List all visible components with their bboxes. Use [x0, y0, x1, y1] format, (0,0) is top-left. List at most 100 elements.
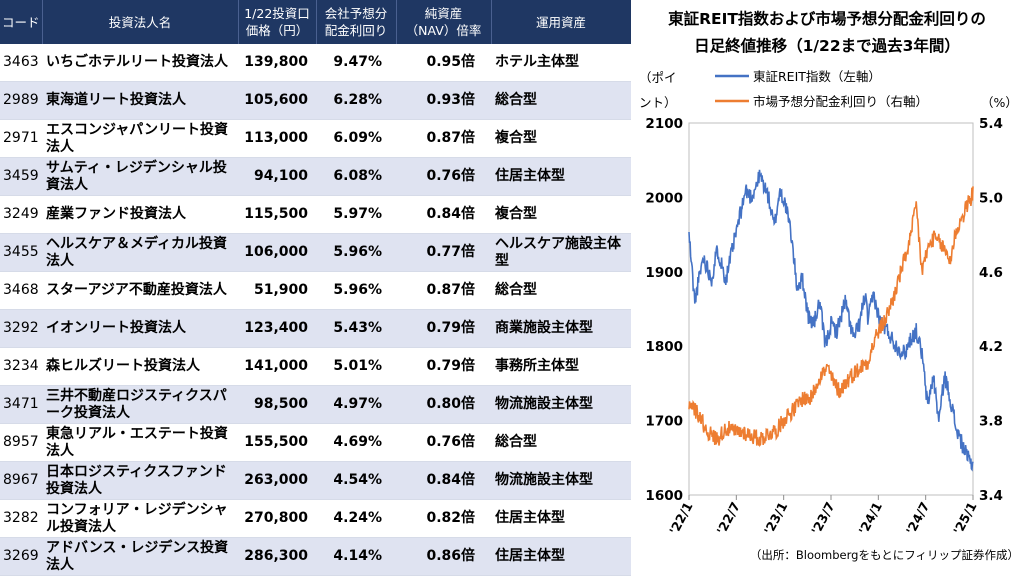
cell-name: 東海道リート投資法人: [42, 81, 238, 120]
cell-yield: 4.14%: [316, 537, 396, 576]
header-line-1: 純資産: [424, 6, 463, 21]
table-row: 8957 東急リアル・エステート投資法人 155,500 4.69% 0.76倍 総合型: [0, 423, 631, 462]
cell-nav: 0.82倍: [396, 499, 491, 538]
column-header-5: 運用資産: [491, 0, 632, 44]
x-tick-label: '25/1: [950, 499, 979, 537]
x-tick-label: '23/7: [808, 499, 837, 537]
column-header-2: 1/22投資口 価格（円）: [238, 0, 317, 44]
cell-nav: 0.95倍: [396, 44, 491, 82]
cell-nav: 0.84倍: [396, 461, 491, 500]
chart-title-line: 日足終値推移（1/22まで過去3年間）: [694, 36, 960, 55]
cell-name: 東急リアル・エステート投資法人: [42, 423, 238, 462]
cell-price: 123,400: [238, 309, 316, 348]
cell-name: イオンリート投資法人: [42, 309, 238, 348]
cell-name: 森ヒルズリート投資法人: [42, 347, 238, 386]
cell-price: 113,000: [238, 119, 316, 158]
cell-price: 141,000: [238, 347, 316, 386]
cell-code: 2989: [0, 81, 42, 120]
cell-yield: 5.01%: [316, 347, 396, 386]
cell-price: 286,300: [238, 537, 316, 576]
cell-nav: 0.80倍: [396, 385, 491, 424]
cell-nav: 0.93倍: [396, 81, 491, 120]
cell-nav: 0.76倍: [396, 157, 491, 196]
series-line-reit-index: [688, 169, 974, 472]
cell-price: 51,900: [238, 271, 316, 310]
cell-yield: 5.96%: [316, 233, 396, 272]
cell-nav: 0.79倍: [396, 309, 491, 348]
cell-yield: 4.97%: [316, 385, 396, 424]
table-row: 3463 いちごホテルリート投資法人 139,800 9.47% 0.95倍 ホテル主体型: [0, 44, 631, 82]
y-right-tick-label: 4.6: [979, 265, 1003, 281]
table-row: 2989 東海道リート投資法人 105,600 6.28% 0.93倍 総合型: [0, 81, 631, 120]
cell-yield: 4.24%: [316, 499, 396, 538]
cell-name: アドバンス・レジデンス投資法人: [42, 537, 238, 576]
y-left-tick-label: 1800: [645, 339, 683, 355]
y-right-label: （%）: [981, 95, 1018, 110]
cell-price: 106,000: [238, 233, 316, 272]
legend-label: 市場予想分配金利回り（右軸）: [753, 94, 928, 109]
cell-name: 三井不動産ロジスティクスパーク投資法人: [42, 385, 238, 424]
series-line-dividend-yield: [688, 186, 974, 448]
header-line-2: （NAV）倍率: [405, 23, 482, 38]
cell-code: 3234: [0, 347, 42, 386]
cell-asset: 複合型: [491, 119, 631, 158]
cell-price: 94,100: [238, 157, 316, 196]
table-row: 3282 コンフォリア・レジデンシャル投資法人 270,800 4.24% 0.82倍住…: [0, 499, 631, 538]
cell-price: 105,600: [238, 81, 316, 120]
cell-asset: 物流施設主体型: [491, 461, 631, 500]
x-tick-label: '23/1: [761, 499, 790, 537]
cell-yield: 9.47%: [316, 44, 396, 82]
header-line-1: 運用資産: [535, 14, 586, 30]
cell-name: サムティ・レジデンシャル投資法人: [42, 157, 238, 196]
header-line-1: 投資法人名: [108, 14, 172, 30]
cell-code: 3292: [0, 309, 42, 348]
column-header-0: コード: [0, 0, 43, 44]
table-row: 3471 三井不動産ロジスティクスパーク投資法人 98,500 4.97% 0.80倍物…: [0, 385, 631, 424]
y-right-tick-label: 3.8: [979, 414, 1003, 430]
x-tick-label: '22/7: [714, 499, 743, 537]
cell-code: 3249: [0, 195, 42, 234]
cell-asset: ホテル主体型: [491, 44, 631, 82]
cell-name: いちごホテルリート投資法人: [42, 44, 238, 82]
cell-code: 3471: [0, 385, 42, 424]
y-left-tick-label: 2000: [645, 190, 683, 206]
cell-asset: 総合型: [491, 81, 631, 120]
y-left-tick-label: 1700: [645, 414, 683, 430]
cell-code: 3269: [0, 537, 42, 576]
cell-code: 3468: [0, 271, 42, 310]
table-header-row: コード 投資法人名 1/22投資口 価格（円） 会社予想分 配金利回り 純資産 （NAV）倍率…: [0, 0, 632, 44]
source-note: （出所：Bloombergをもとにフィリップ証券作成）: [750, 548, 1019, 562]
chart-panel: 東証REIT指数および市場予想分配金利回りの 日足終値推移（1/22まで過去3年間…: [631, 0, 1024, 566]
cell-name: ヘルスケア＆メディカル投資法人: [42, 233, 238, 272]
x-tick-label: '22/1: [666, 499, 695, 537]
table-body: 3463 いちごホテルリート投資法人 139,800 9.47% 0.95倍 ホテル主体型…: [0, 44, 631, 576]
cell-nav: 0.87倍: [396, 119, 491, 158]
cell-name: スターアジア不動産投資法人: [42, 271, 238, 310]
cell-nav: 0.86倍: [396, 537, 491, 576]
x-tick-label: '24/1: [856, 499, 885, 537]
cell-asset: 住居主体型: [491, 499, 631, 538]
column-header-3: 会社予想分 配金利回り: [316, 0, 397, 44]
cell-price: 115,500: [238, 195, 316, 234]
cell-asset: 物流施設主体型: [491, 385, 631, 424]
cell-code: 2971: [0, 119, 42, 158]
table-row: 3468 スターアジア不動産投資法人 51,900 5.96% 0.87倍 総合型: [0, 271, 631, 310]
cell-code: 3282: [0, 499, 42, 538]
legend-label: 東証REIT指数（左軸）: [753, 69, 881, 84]
cell-nav: 0.79倍: [396, 347, 491, 386]
table-row: 3459 サムティ・レジデンシャル投資法人 94,100 6.08% 0.76倍 住居主体…: [0, 157, 631, 196]
cell-asset: ヘルスケア施設主体型: [491, 233, 631, 272]
cell-name: コンフォリア・レジデンシャル投資法人: [42, 499, 238, 538]
cell-yield: 4.69%: [316, 423, 396, 462]
cell-yield: 6.28%: [316, 81, 396, 120]
cell-yield: 5.43%: [316, 309, 396, 348]
cell-nav: 0.87倍: [396, 271, 491, 310]
table-row: 8967 日本ロジスティクスファンド投資法人 263,000 4.54% 0.84倍 物流…: [0, 461, 631, 500]
header-line-2: 価格（円）: [245, 23, 309, 38]
reit-table: コード 投資法人名 1/22投資口 価格（円） 会社予想分 配金利回り 純資産 （NAV）倍率…: [0, 0, 632, 576]
cell-asset: 複合型: [491, 195, 631, 234]
cell-code: 3455: [0, 233, 42, 272]
column-header-1: 投資法人名: [42, 0, 239, 44]
cell-asset: 総合型: [491, 423, 631, 462]
cell-price: 263,000: [238, 461, 316, 500]
